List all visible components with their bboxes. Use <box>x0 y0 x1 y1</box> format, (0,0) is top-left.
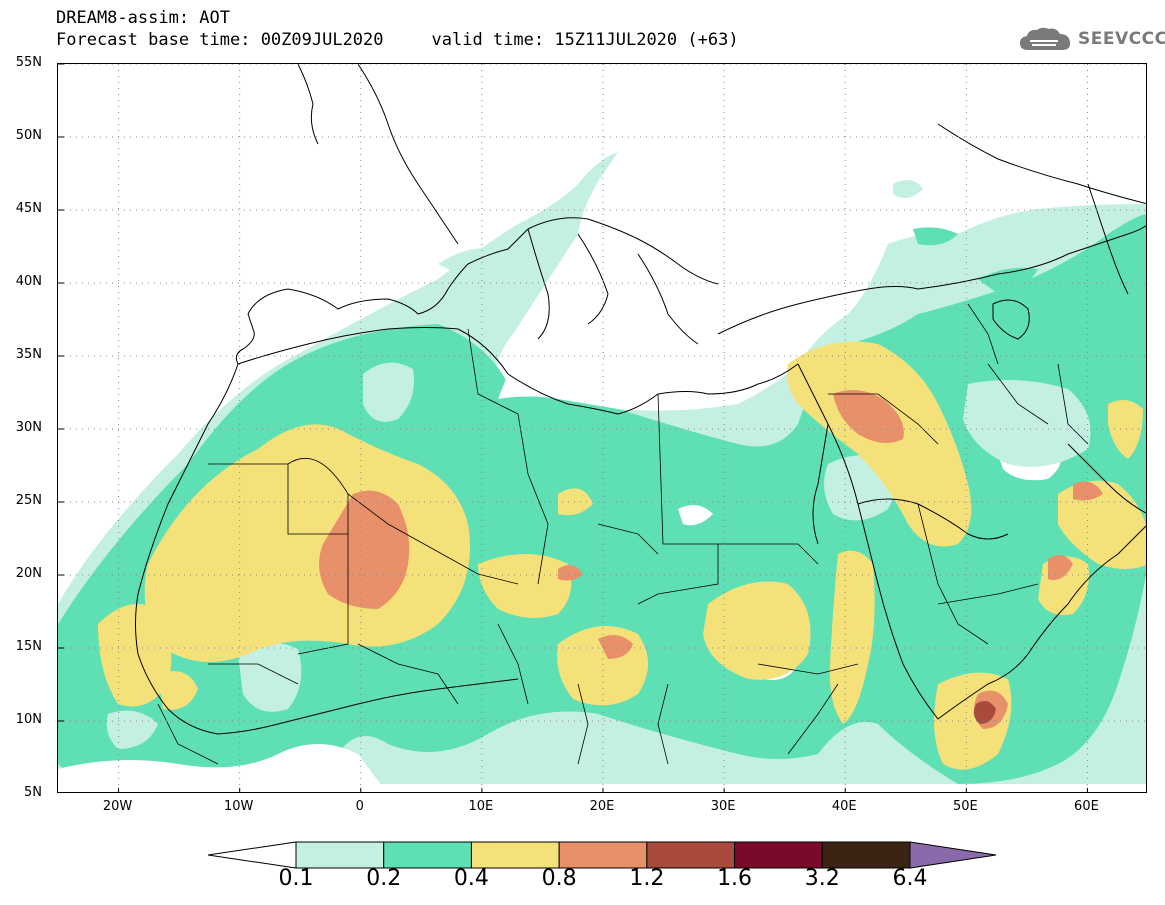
colorbar-label: 0.2 <box>366 866 402 891</box>
lat-label: 35N <box>15 347 42 362</box>
colorbar-segment <box>295 841 385 869</box>
lon-label: 30E <box>710 799 736 814</box>
cloud-icon <box>1020 27 1071 50</box>
lat-label: 40N <box>15 274 42 289</box>
lat-label: 30N <box>15 420 42 435</box>
colorbar-min-arrow <box>208 841 297 869</box>
country-borders <box>157 303 1089 765</box>
valid-time: valid time: 15Z11JUL2020 (+63) <box>431 30 739 50</box>
lon-label: 20E <box>589 799 615 814</box>
colorbar-label: 1.2 <box>629 866 665 891</box>
aot-band-0-4 <box>98 341 1146 770</box>
colorbar-label: 0.4 <box>453 866 489 891</box>
lon-label: 50E <box>952 799 978 814</box>
base-time: Forecast base time: 00Z09JUL2020 <box>56 30 384 50</box>
colorbar-segment <box>821 841 911 869</box>
aot-band-1-2 <box>973 700 996 724</box>
lat-label: 25N <box>15 493 42 508</box>
coastlines <box>135 64 1146 735</box>
chart-subtitle: Forecast base time: 00Z09JUL2020 valid ti… <box>56 30 739 50</box>
lat-label: 20N <box>15 566 42 581</box>
colorbar-segment <box>558 841 648 869</box>
colorbar-segment <box>383 841 472 869</box>
colorbar-label: 1.6 <box>717 866 753 891</box>
aot-map <box>58 64 1146 792</box>
aot-band-0-8 <box>319 390 1103 729</box>
colorbar-segment <box>470 841 560 869</box>
colorbar-segment <box>646 841 736 869</box>
lat-label: 15N <box>15 639 42 654</box>
chart-title: DREAM8-assim: AOT <box>56 8 230 28</box>
seevccc-logo: SEEVCCC <box>1018 24 1165 54</box>
lon-label: 10W <box>223 799 254 814</box>
colorbar-max-arrow <box>909 841 997 869</box>
map-panel <box>57 63 1147 793</box>
colorbar <box>208 841 997 869</box>
lat-label: 55N <box>15 55 42 70</box>
lon-label: 10E <box>468 799 494 814</box>
lat-label: 5N <box>24 785 42 800</box>
lat-label: 10N <box>15 712 42 727</box>
map-grid <box>58 64 1146 792</box>
lon-label: 60E <box>1074 799 1099 814</box>
lat-label: 50N <box>15 128 42 143</box>
lon-label: 40E <box>831 799 857 814</box>
lon-label: 20W <box>102 799 133 814</box>
lon-label: 0 <box>355 799 364 814</box>
colorbar-label: 0.1 <box>278 866 314 891</box>
colorbar-label: 0.8 <box>541 866 577 891</box>
logo-text: SEEVCCC <box>1078 29 1165 49</box>
aot-cyan-patches <box>106 362 1098 749</box>
colorbar-segment <box>734 841 823 869</box>
lat-label: 45N <box>15 201 42 216</box>
colorbar-label: 6.4 <box>892 866 928 891</box>
colorbar-label: 3.2 <box>804 866 840 891</box>
